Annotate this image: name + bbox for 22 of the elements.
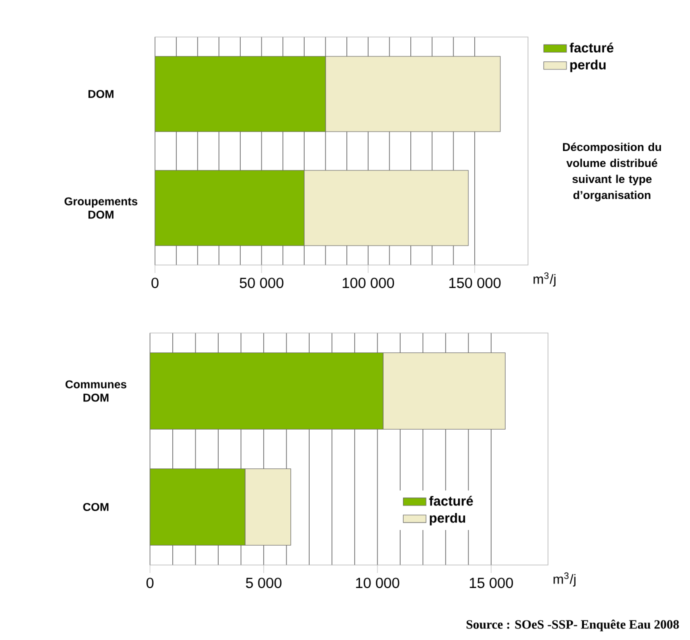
y-tick-label: Groupements DOM	[64, 197, 138, 219]
source-note: Source : SOeS -SSP- Enquête Eau 2008	[466, 620, 679, 632]
x-tick-label: 5 000	[246, 578, 282, 588]
legend-label: facturé	[429, 496, 473, 506]
y-tick-label: COM	[83, 503, 108, 512]
bar	[155, 170, 304, 246]
bar	[155, 56, 326, 132]
x-tick-label: 50 000	[240, 278, 284, 288]
legend-label: facturé	[570, 42, 614, 53]
x-tick-label: 150 000	[449, 278, 501, 288]
x-tick-label: 0	[151, 278, 158, 288]
x-tick-label: 10 000	[356, 578, 400, 588]
x-tick-label: 100 000	[342, 278, 394, 288]
x-axis-title: m$^{3}$/j	[534, 272, 556, 286]
x-axis-title: m$^{3}$/j	[554, 572, 576, 586]
y-tick-label: DOM	[88, 90, 114, 98]
text: Décomposition du volume distribué suivant le type d’organisation	[563, 142, 661, 202]
legend-label: perdu	[570, 60, 606, 72]
x-tick-label: 15 000	[470, 578, 513, 588]
x-tick-label: 0	[146, 578, 154, 588]
y-tick-label: Communes DOM	[66, 380, 126, 402]
legend-label: perdu	[430, 512, 466, 526]
